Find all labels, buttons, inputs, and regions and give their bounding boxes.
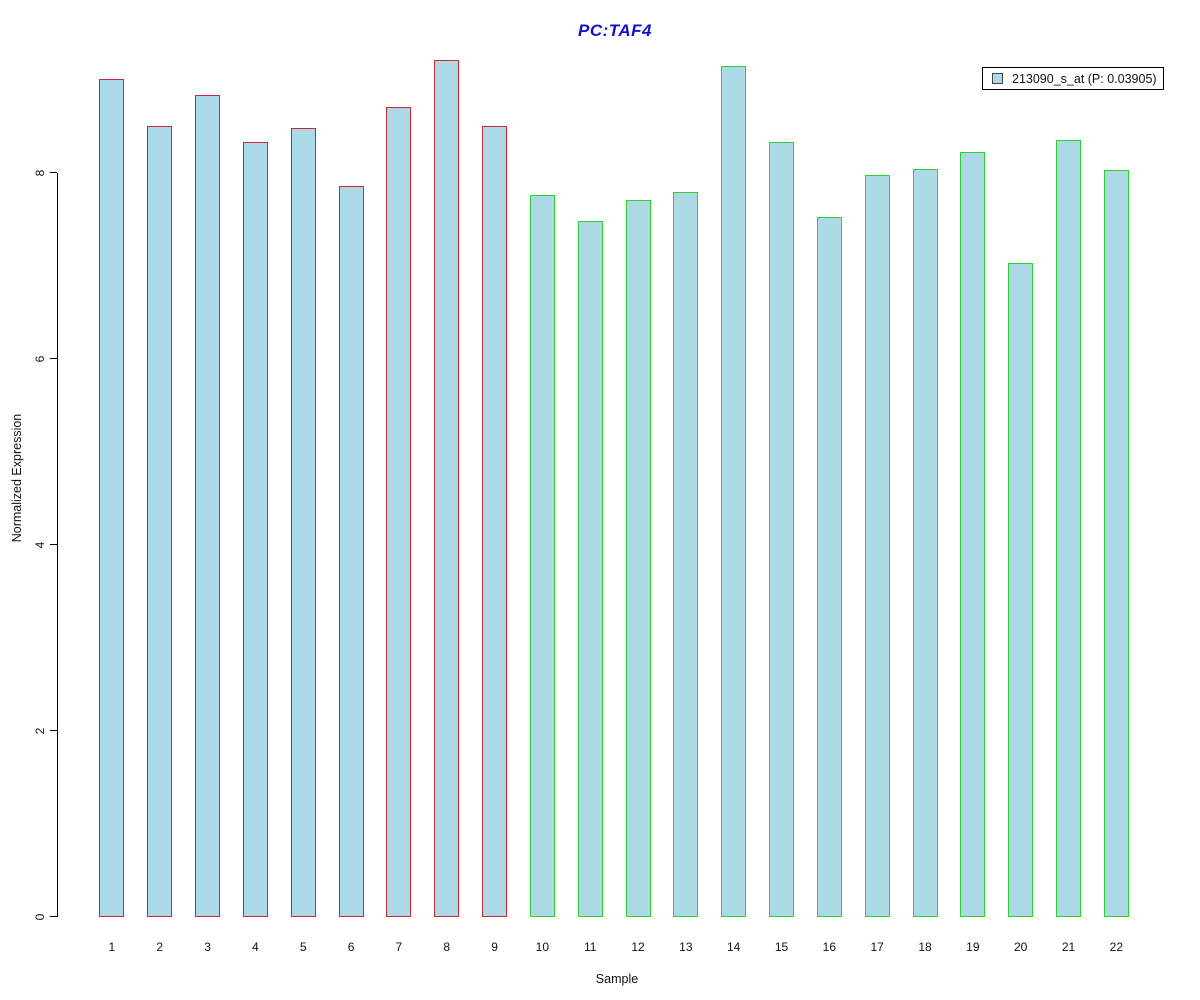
y-tick-label: 0	[33, 913, 47, 921]
x-tick-label-1: 1	[108, 940, 116, 954]
x-tick-label-21: 21	[1061, 940, 1076, 954]
y-tick-label: 6	[33, 355, 47, 363]
y-tick-mark	[50, 730, 57, 732]
x-tick-label-19: 19	[966, 940, 980, 954]
bar-sample-3	[195, 94, 221, 917]
bar-sample-2	[147, 125, 173, 917]
x-tick-label-12: 12	[631, 940, 645, 954]
y-axis-line	[57, 173, 58, 917]
x-tick-label-13: 13	[679, 940, 693, 954]
bar-sample-8	[434, 59, 460, 917]
bar-sample-19	[960, 152, 986, 917]
x-tick-label-15: 15	[774, 940, 789, 954]
bar-sample-10	[529, 195, 555, 917]
y-tick-mark	[50, 172, 57, 174]
x-tick-label-17: 17	[870, 940, 884, 954]
x-tick-label-16: 16	[822, 940, 837, 954]
bar-sample-11	[577, 221, 603, 917]
bar-sample-7	[386, 106, 412, 917]
x-tick-label-7: 7	[395, 940, 403, 954]
x-tick-label-11: 11	[583, 940, 597, 954]
bar-sample-6	[338, 185, 364, 917]
x-tick-label-22: 22	[1109, 940, 1123, 954]
bar-sample-12	[625, 199, 651, 917]
bar-sample-9	[482, 125, 508, 917]
x-tick-label-14: 14	[727, 940, 741, 954]
y-axis-title: Normalized Expression	[10, 413, 24, 543]
legend-swatch-icon	[992, 73, 1003, 84]
bar-sample-18	[912, 169, 938, 917]
x-tick-label-9: 9	[491, 940, 498, 954]
x-tick-label-8: 8	[443, 940, 451, 954]
legend: 213090_s_at (P: 0.03905)	[982, 67, 1164, 90]
bar-sample-20	[1008, 263, 1034, 917]
x-tick-label-4: 4	[252, 940, 259, 954]
y-tick-mark	[50, 358, 57, 360]
legend-label: 213090_s_at (P: 0.03905)	[1012, 71, 1157, 86]
bar-sample-13	[673, 192, 699, 917]
x-tick-label-6: 6	[347, 940, 355, 954]
bar-sample-4	[242, 142, 268, 917]
y-tick-label: 8	[33, 169, 47, 177]
y-tick-mark	[50, 544, 57, 546]
x-tick-label-5: 5	[299, 940, 307, 954]
bar-sample-1	[99, 79, 125, 917]
x-tick-label-2: 2	[156, 940, 164, 954]
y-tick-label: 2	[33, 727, 47, 735]
bar-sample-22	[1103, 170, 1129, 917]
bar-sample-17	[864, 174, 890, 917]
bar-sample-14	[721, 66, 747, 917]
bar-sample-16	[816, 216, 842, 917]
x-tick-label-18: 18	[918, 940, 932, 954]
y-tick-mark	[50, 916, 57, 918]
chart-title: PC:TAF4	[577, 21, 652, 40]
bar-sample-21	[1056, 140, 1081, 917]
x-tick-label-3: 3	[204, 940, 211, 954]
bar-sample-15	[769, 142, 795, 917]
y-tick-label: 4	[33, 541, 47, 549]
x-tick-label-20: 20	[1013, 940, 1028, 954]
x-axis-title: Sample	[595, 972, 639, 986]
x-tick-label-10: 10	[535, 940, 550, 954]
bar-sample-5	[290, 128, 316, 917]
